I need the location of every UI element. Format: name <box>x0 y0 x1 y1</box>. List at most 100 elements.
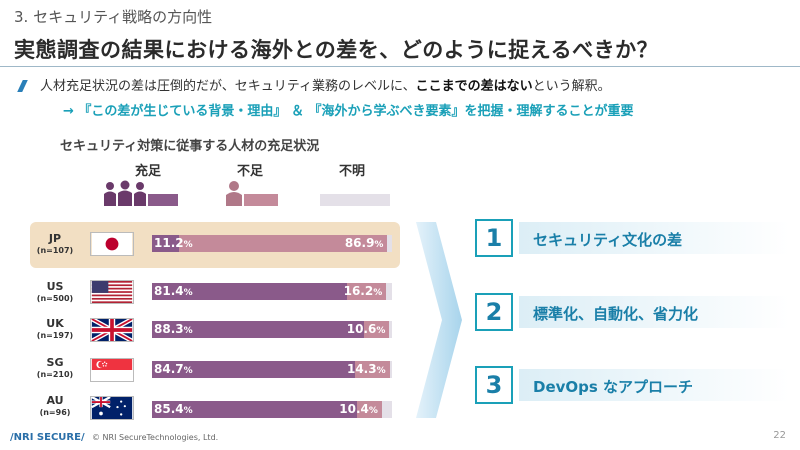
bullet-text-after: という解釈。 <box>532 79 611 94</box>
singapore-flag-icon <box>90 358 134 382</box>
people-group-icon <box>104 180 146 206</box>
label-sufficient-jp: 11.2% <box>154 236 193 250</box>
bullet-subline: → 『この差が生じている背景・理由』 ＆ 『海外から学ぶべき要素』を把握・理解す… <box>63 104 634 119</box>
bullet-marker-icon <box>17 80 28 92</box>
point-text: セキュリティ文化の差 <box>533 231 683 249</box>
sample-size: (n=197) <box>36 331 74 340</box>
point-text: DevOps なアプローチ <box>533 378 694 396</box>
point-band <box>519 222 789 254</box>
legend-label-insufficient: 不足 <box>236 164 263 179</box>
bullet-text: 人材充足状況の差は圧倒的だが、セキュリティ業務のレベルに、ここまでの差はないとい… <box>40 75 611 94</box>
unit: % <box>374 240 384 250</box>
bar-sufficient-sg <box>152 361 356 378</box>
bar-row-uk: 88.3% 10.6% <box>152 321 392 338</box>
point-number: 2 <box>475 293 513 331</box>
value: 10.6 <box>346 322 377 336</box>
japan-flag-icon <box>90 232 134 256</box>
point-number: 3 <box>475 366 513 404</box>
country-label-uk: UK (n=197) <box>30 317 80 340</box>
unit: % <box>183 406 193 416</box>
bar-row-jp: 11.2% 86.9% <box>152 235 392 252</box>
bar-row-sg: 84.7% 14.3% <box>152 361 392 378</box>
value: 85.4 <box>154 402 184 416</box>
bar-insufficient-sg <box>355 361 390 378</box>
right-arrow-icon <box>416 222 462 418</box>
page-number: 22 <box>773 430 786 441</box>
page-title: 実態調査の結果における海外との差を、どのように捉えるべきか？ <box>14 38 659 62</box>
unit: % <box>183 366 193 376</box>
unit: % <box>376 366 386 376</box>
unit: % <box>373 288 383 298</box>
legend-label-unknown: 不明 <box>338 164 365 179</box>
legend-swatch-unknown <box>320 194 390 206</box>
person-icon <box>226 181 242 206</box>
title-divider <box>0 66 800 67</box>
bullet-text-bold: ここまでの差はない <box>415 79 533 94</box>
sample-size: (n=210) <box>36 370 74 379</box>
unit: % <box>183 326 193 336</box>
company-logo: /NRI SECURE/ <box>10 432 85 443</box>
bullet-text-before: 人材充足状況の差は圧倒的だが、セキュリティ業務のレベルに、 <box>40 79 416 94</box>
australia-flag-icon <box>90 396 134 420</box>
label-insufficient-jp: 86.9% <box>345 236 384 250</box>
bar-unknown-sg <box>389 361 392 378</box>
value: 10.4 <box>339 402 369 416</box>
label-sufficient-us: 81.4% <box>154 284 193 298</box>
legend-swatch-sufficient <box>148 194 178 206</box>
chart-title: セキュリティ対策に従事する人材の充足状況 <box>60 139 320 154</box>
sample-size: (n=500) <box>36 294 74 303</box>
bar-sufficient-us <box>152 283 348 300</box>
legend-insufficient: 不足 <box>220 160 280 179</box>
unit: % <box>183 240 193 250</box>
value: 86.9 <box>344 236 375 250</box>
country-label-au: AU (n=96) <box>30 394 80 417</box>
country-code: SG <box>46 356 64 369</box>
country-code: AU <box>46 394 64 407</box>
bar-insufficient-us <box>347 283 387 300</box>
value: 11.2 <box>154 236 184 250</box>
bar-sufficient-uk <box>152 321 364 338</box>
label-sufficient-uk: 88.3% <box>154 322 193 336</box>
country-label-us: US (n=500) <box>30 280 80 303</box>
legend-label-sufficient: 充足 <box>134 164 161 179</box>
legend-sufficient: 充足 <box>118 160 178 179</box>
country-code: US <box>46 280 64 293</box>
bar-sufficient-au <box>152 401 357 418</box>
value: 84.7 <box>154 362 184 376</box>
label-insufficient-uk: 10.6% <box>347 322 386 336</box>
unit: % <box>183 288 193 298</box>
label-insufficient-us: 16.2% <box>344 284 383 298</box>
legend-swatch-insufficient <box>244 194 278 206</box>
bar-unknown-us <box>386 283 392 300</box>
section-label: 3. セキュリティ戦略の方向性 <box>14 8 213 26</box>
point-text: 標準化、自動化、省力化 <box>533 305 699 323</box>
bar-sufficient-jp <box>152 235 179 252</box>
country-code: JP <box>48 232 62 245</box>
copyright: © NRI SecureTechnologies, Ltd. <box>92 433 219 442</box>
bar-insufficient-au <box>356 401 382 418</box>
bar-insufficient-uk <box>363 321 390 338</box>
bar-insufficient-jp <box>178 235 388 252</box>
label-sufficient-sg: 84.7% <box>154 362 193 376</box>
label-insufficient-sg: 14.3% <box>347 362 386 376</box>
bar-row-us: 81.4% 16.2% <box>152 283 392 300</box>
point-number: 1 <box>475 219 513 257</box>
legend-unknown: 不明 <box>322 160 382 179</box>
bar-unknown-au <box>381 401 392 418</box>
value: 16.2 <box>343 284 374 298</box>
sample-size: (n=107) <box>36 246 74 255</box>
point-band <box>519 296 789 328</box>
sample-size: (n=96) <box>39 408 71 417</box>
bar-row-au: 85.4% 10.4% <box>152 401 392 418</box>
label-sufficient-au: 85.4% <box>154 402 193 416</box>
value: 88.3 <box>154 322 184 336</box>
label-insufficient-au: 10.4% <box>339 402 378 416</box>
country-code: UK <box>46 317 64 330</box>
value: 81.4 <box>154 284 184 298</box>
bar-unknown-uk <box>389 321 392 338</box>
country-label-sg: SG (n=210) <box>30 356 80 379</box>
bar-unknown-jp <box>387 235 392 252</box>
usa-flag-icon <box>90 280 134 304</box>
unit: % <box>376 326 386 336</box>
country-label-jp: JP (n=107) <box>30 232 80 255</box>
